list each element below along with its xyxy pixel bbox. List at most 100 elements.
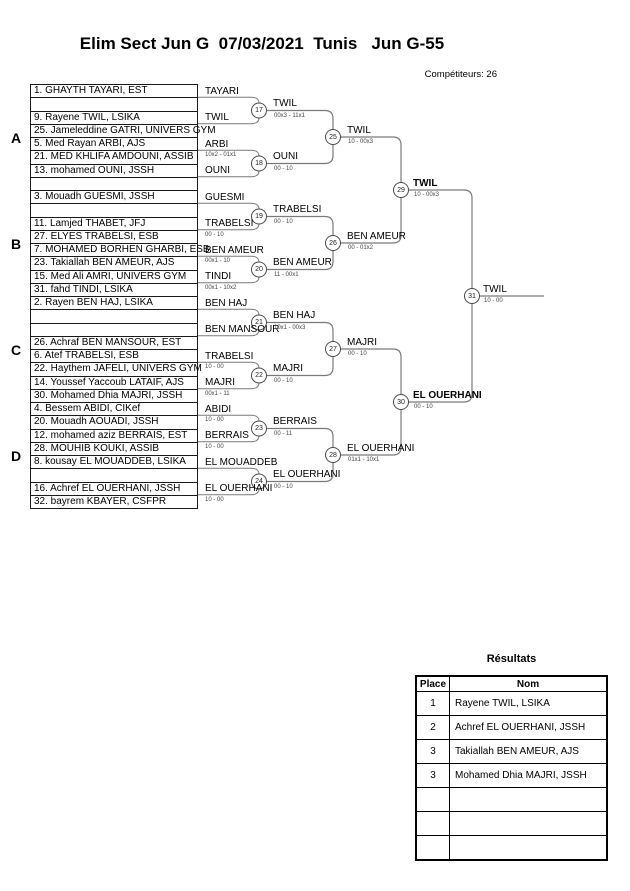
bracket-slot: 11. Lamjed THABET, JFJ — [30, 216, 198, 231]
section-label: B — [10, 236, 22, 252]
round1-winner: GUESMI — [205, 191, 245, 203]
results-header-row: Place Nom — [415, 675, 608, 692]
connector-line — [266, 321, 334, 349]
connector-line — [408, 189, 473, 296]
match-winner: TRABELSI — [273, 204, 322, 215]
result-place: 3 — [415, 763, 450, 788]
match-winner: EL OUERHANI — [273, 469, 341, 480]
match-number: 17 — [255, 107, 263, 114]
page-title: Elim Sect Jun G 07/03/2021 Tunis Jun G-5… — [79, 34, 445, 53]
match-winner: TWIL — [413, 177, 438, 189]
match-number: 31 — [468, 292, 476, 300]
bracket-slot: 5. Med Rayan ARBI, AJS — [30, 137, 198, 152]
match-circle — [325, 447, 341, 463]
result-name — [449, 835, 608, 861]
match-winner: BEN AMEUR — [273, 257, 332, 268]
round1-winner: ABIDI — [205, 403, 232, 415]
bracket-slot: 14. Youssef Yaccoub LATAIF, AJS — [30, 375, 198, 390]
match-score: 00 - 11 — [274, 430, 293, 437]
connector-line — [340, 402, 402, 456]
bracket-slot — [30, 203, 198, 218]
round1-winner: TWIL — [205, 112, 229, 123]
match-number: 19 — [255, 213, 263, 220]
result-name — [449, 787, 608, 812]
round1-winner: BEN MANSOUR — [205, 324, 280, 335]
round1-score: 00x1 - 11 — [205, 390, 230, 397]
round1-score: 10 - 00 — [205, 496, 224, 503]
round1-winner: ARBI — [205, 138, 229, 150]
connector-line — [340, 136, 402, 190]
round1-winner: TRABELSI — [205, 350, 254, 362]
result-place: 3 — [415, 739, 450, 764]
round1-score: 10 - 00 — [205, 364, 224, 371]
bracket-slot: 16. Achref EL OUERHANI, JSSH — [30, 481, 198, 496]
bracket-slot: 28. MOUHIB KOUKI, ASSIB — [30, 441, 198, 456]
match-circle — [325, 129, 341, 145]
match-score: 00 - 10 — [414, 404, 433, 410]
match-winner: OUNI — [273, 151, 298, 162]
bracket-slot: 13. mohamed OUNI, JSSH — [30, 163, 198, 178]
match-score: 00 - 10 — [274, 165, 293, 172]
round1-score: 10 - 00 — [205, 443, 224, 450]
result-row: 2 Achref EL OUERHANI, JSSH — [415, 715, 608, 740]
connector-line — [266, 349, 334, 377]
round1-winner: BEN HAJ — [205, 297, 248, 309]
section-label: D — [10, 448, 22, 464]
match-circle — [251, 208, 267, 225]
result-row: 1 Rayene TWIL, LSIKA — [415, 691, 608, 716]
round1-winner: OUNI — [205, 165, 230, 176]
match-winner: EL OUERHANI — [347, 442, 415, 454]
match-winner: MAJRI — [273, 363, 303, 374]
connector-line — [266, 215, 334, 243]
bracket-slot: 2. Rayen BEN HAJ, LSIKA — [30, 296, 198, 311]
results-col-nom: Nom — [449, 675, 608, 692]
match-circle — [251, 155, 267, 172]
round1-score: 00x1 - 10 — [205, 258, 231, 265]
bracket-slot: 21. MED KHLIFA AMDOUNI, ASSIB — [30, 150, 198, 165]
result-place — [415, 787, 450, 812]
match-winner: BEN HAJ — [273, 310, 316, 321]
match-circle — [393, 394, 409, 410]
match-number: 27 — [329, 345, 337, 353]
match-number: 30 — [397, 398, 405, 406]
bracket-slot: 25. Jameleddine GATRI, UNIVERS GYM — [30, 123, 216, 138]
bracket-slot: 6. Atef TRABELSI, ESB — [30, 349, 198, 364]
result-name: Achref EL OUERHANI, JSSH — [449, 715, 608, 740]
match-number: 23 — [255, 425, 263, 432]
match-number: 28 — [329, 451, 337, 459]
match-score: 10 - 00x3 — [414, 192, 440, 198]
result-name: Rayene TWIL, LSIKA — [449, 691, 608, 716]
round1-score: 10x2 - 01x1 — [205, 152, 237, 159]
match-winner: MAJRI — [347, 336, 377, 348]
round1-winner: MAJRI — [205, 377, 235, 388]
match-winner: BEN AMEUR — [347, 230, 406, 242]
match-circle — [325, 341, 341, 357]
round1-winner: TINDI — [205, 271, 232, 282]
round1-score: 00 - 10 — [205, 231, 224, 238]
bracket-slot: 12. mohamed aziz BERRAIS, EST — [30, 428, 198, 443]
bracket-slot: 4. Bessem ABIDI, CIKef — [30, 402, 198, 417]
bracket-slot: 31. fahd TINDI, LSIKA — [30, 282, 198, 297]
round1-winner: TRABELSI — [205, 218, 254, 229]
match-circle — [251, 420, 267, 437]
match-winner: TWIL — [273, 98, 297, 109]
match-circle — [251, 314, 267, 331]
bracket-slot: 8. kousay EL MOUADDEB, LSIKA — [30, 455, 198, 470]
match-score: 11 - 00x1 — [274, 271, 299, 278]
result-name — [449, 811, 608, 836]
match-score: 00 - 10 — [274, 377, 293, 384]
match-number: 24 — [255, 478, 263, 485]
match-circle — [251, 473, 267, 490]
bracket-slot: 26. Achraf BEN MANSOUR, EST — [30, 335, 198, 350]
bracket-slot — [30, 468, 198, 483]
match-score: 01x1 - 10x1 — [348, 457, 380, 463]
round1-score: 10 - 00 — [205, 417, 224, 424]
match-number: 22 — [255, 372, 263, 379]
connector-line — [266, 137, 334, 165]
round1-winner: BEN AMEUR — [205, 244, 264, 256]
result-row: 3 Mohamed Dhia MAJRI, JSSH — [415, 763, 608, 788]
match-winner: BERRAIS — [273, 416, 317, 427]
connector-line — [340, 348, 402, 402]
bracket-slot: 20. Mouadh AOUADI, JSSH — [30, 415, 198, 430]
round1-winner: BERRAIS — [205, 430, 249, 441]
